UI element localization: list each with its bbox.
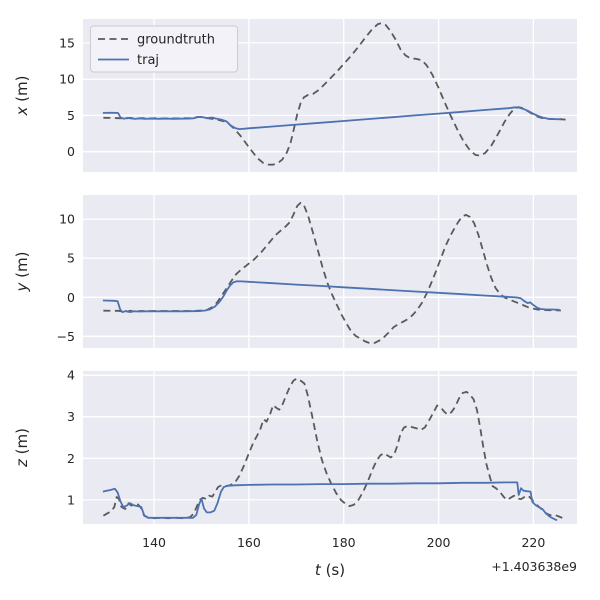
series-line-groundtruth — [103, 201, 561, 345]
legend-label-traj: traj — [137, 53, 159, 68]
y-axis-label-y: y (m) — [13, 252, 31, 293]
x-tick-label: 180 — [332, 535, 356, 550]
x-axis-label: t (s) — [315, 561, 345, 579]
y-tick-label: 15 — [59, 35, 75, 50]
y-tick-label: 10 — [59, 212, 75, 227]
x-tick-label: 220 — [521, 535, 545, 550]
y-tick-label: 4 — [67, 368, 75, 383]
y-tick-label: 0 — [67, 290, 75, 305]
plot-area — [83, 371, 577, 524]
x-axis: 140 160 180 200 220 t (s) +1.403638e9 — [142, 535, 577, 579]
y-tick-label: 5 — [67, 251, 75, 266]
y-tick-label: 1 — [67, 492, 75, 507]
subplot-z: 1 2 3 4 z (m) — [13, 368, 577, 524]
x-tick-label: 200 — [427, 535, 451, 550]
y-axis-label-x: x (m) — [13, 76, 31, 117]
plot-area — [83, 195, 577, 348]
y-tick-label: 0 — [67, 144, 75, 159]
subplot-y: −5 0 5 10 y (m) — [13, 195, 577, 348]
y-tick-label: 5 — [67, 108, 75, 123]
series-line-traj — [102, 481, 558, 522]
legend-box — [90, 25, 238, 73]
series-line-traj — [102, 280, 560, 314]
x-tick-label: 140 — [142, 535, 166, 550]
legend: groundtruth traj — [90, 25, 238, 73]
series-line-traj — [102, 106, 561, 131]
legend-label-groundtruth: groundtruth — [137, 33, 215, 48]
y-tick-label: −5 — [57, 329, 75, 344]
y-tick-label: 2 — [67, 451, 75, 466]
y-tick-label: 10 — [59, 72, 75, 87]
y-tick-label: 3 — [67, 409, 75, 424]
x-axis-offset-text: +1.403638e9 — [491, 559, 577, 574]
x-tick-label: 160 — [237, 535, 261, 550]
y-axis-label-z: z (m) — [13, 428, 31, 468]
